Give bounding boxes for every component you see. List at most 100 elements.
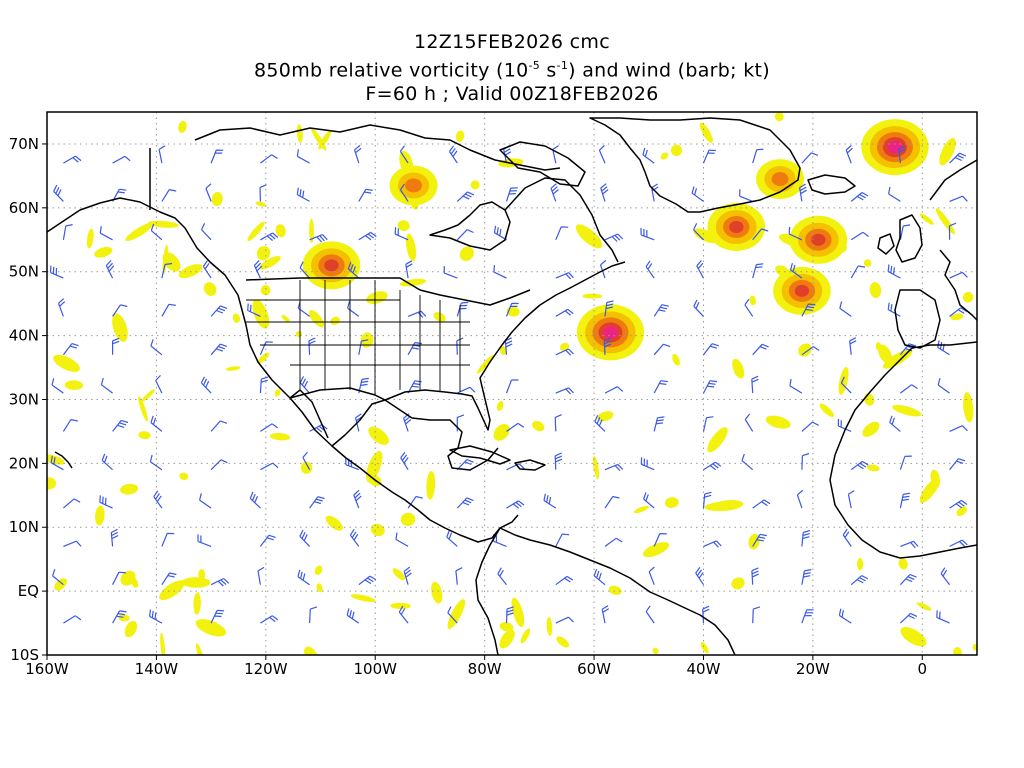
vorticity-maximum <box>794 284 810 297</box>
wind-barb <box>259 376 269 394</box>
vorticity-patch <box>866 464 880 472</box>
wind-barb <box>949 307 968 317</box>
wind-barb <box>149 454 163 471</box>
vorticity-maximum <box>771 172 789 187</box>
wind-barb <box>604 495 620 509</box>
wind-barb <box>899 492 911 509</box>
state-borders <box>246 280 470 395</box>
wind-barb <box>847 490 855 509</box>
vorticity-patch <box>309 218 314 244</box>
wind-barb <box>205 183 212 202</box>
vorticity-maximum <box>603 326 618 339</box>
wind-barb <box>112 419 129 432</box>
wind-barb <box>210 459 228 471</box>
vorticity-patch <box>575 224 603 249</box>
wind-barb <box>101 453 113 471</box>
vorticity-patch <box>700 642 709 654</box>
wind-barb <box>447 606 458 624</box>
title-variable-prefix: 850mb relative vorticity (10 <box>254 59 529 82</box>
vorticity-patch <box>664 497 679 508</box>
vorticity-patch <box>211 191 223 207</box>
wind-barb <box>850 265 866 279</box>
scandinavia <box>929 159 977 201</box>
wind-barb <box>443 266 458 279</box>
wind-barb <box>358 339 369 355</box>
y-tick-label: 70N <box>9 135 39 153</box>
wind-barb <box>801 452 810 470</box>
wind-barb <box>801 421 819 432</box>
title-exponent-1: -5 <box>528 59 541 72</box>
vorticity-patch <box>892 404 922 417</box>
wind-barb <box>702 416 714 432</box>
wind-barb <box>398 605 409 624</box>
wind-barb <box>949 425 968 432</box>
vorticity-patch <box>47 477 57 490</box>
wind-barb <box>842 528 852 547</box>
wind-barb <box>604 537 623 547</box>
wind-barb <box>346 608 360 624</box>
wind-barb <box>799 183 807 202</box>
vorticity-patch <box>203 282 217 296</box>
wind-barb <box>899 224 911 240</box>
vorticity-patch <box>956 506 967 517</box>
vorticity-patch <box>935 208 956 235</box>
wind-barb <box>394 227 409 241</box>
wind-barb <box>249 491 261 509</box>
x-tick-label: 120W <box>244 660 288 678</box>
ireland <box>877 233 895 255</box>
vorticity-patch <box>281 315 290 323</box>
vorticity-patch <box>707 427 728 453</box>
wind-barb <box>349 528 360 547</box>
vorticity-patch <box>112 313 128 342</box>
wind-barb <box>600 183 609 202</box>
vorticity-patch <box>556 636 570 648</box>
wind-barb <box>948 222 957 240</box>
wind-barb <box>849 337 857 355</box>
vorticity-patch <box>916 602 932 611</box>
vorticity-patch <box>269 432 291 441</box>
vorticity-patch <box>470 180 480 190</box>
wind-barb <box>645 260 655 279</box>
wind-barb <box>604 386 624 394</box>
wind-barb <box>407 310 427 318</box>
wind-barb <box>702 380 718 394</box>
vorticity-patch <box>225 366 241 371</box>
wind-barb <box>598 144 606 164</box>
wind-barb <box>149 609 163 624</box>
us-canada-border <box>245 277 531 306</box>
wind-barb <box>296 187 310 202</box>
vorticity-patch <box>597 411 614 422</box>
wind-barb <box>898 145 906 164</box>
vorticity-maximum <box>405 178 422 193</box>
wind-barb <box>900 540 919 549</box>
africa-north-coast <box>911 341 977 349</box>
vorticity-patch <box>559 342 570 352</box>
y-tick-label: 40N <box>9 327 39 345</box>
wind-barb <box>949 271 968 279</box>
vorticity-patch <box>898 558 908 570</box>
wind-barb <box>643 492 655 509</box>
wind-barb <box>693 299 704 317</box>
wind-barb <box>260 154 278 164</box>
vorticity-patch <box>660 152 669 160</box>
vorticity-patch <box>255 201 266 207</box>
vorticity-patch <box>260 284 271 296</box>
vorticity-patch <box>120 483 139 495</box>
wind-barb <box>744 413 754 432</box>
vorticity-patch <box>296 124 303 143</box>
wind-barb <box>505 302 519 317</box>
vorticity-patch <box>64 380 84 390</box>
wind-barb <box>497 567 507 586</box>
y-tick-label: 20N <box>9 454 39 472</box>
wind-barb <box>937 378 950 394</box>
baffin-island <box>499 141 586 187</box>
wind-barb <box>150 339 163 356</box>
wind-barb <box>407 342 422 356</box>
wind-barb <box>937 340 950 356</box>
vorticity-patch <box>459 246 474 262</box>
vorticity-patch <box>316 583 323 593</box>
vorticity-patch <box>499 345 507 356</box>
vorticity-patch <box>863 259 872 267</box>
wind-barb <box>845 144 853 164</box>
wind-barb <box>702 605 710 624</box>
